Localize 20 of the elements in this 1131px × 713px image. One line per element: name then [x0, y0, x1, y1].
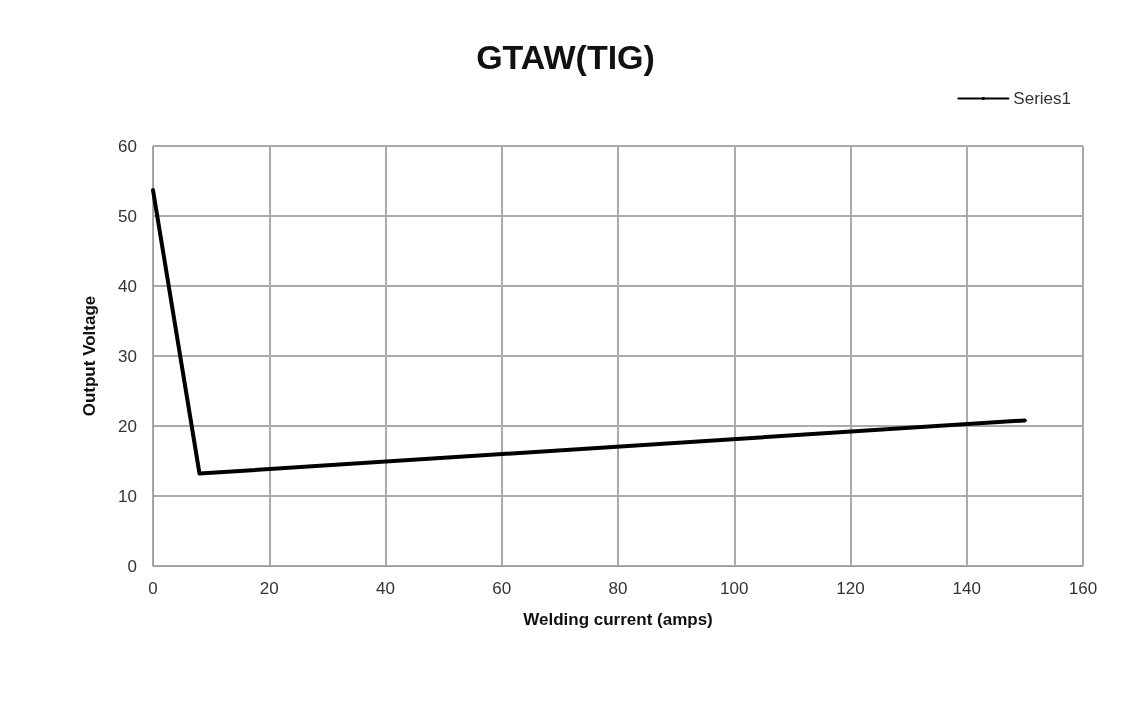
x-tick-label: 20 [259, 579, 279, 598]
x-tick-label: 100 [720, 579, 749, 598]
y-tick-label: 40 [118, 276, 137, 296]
x-tick-label: 160 [1068, 579, 1098, 598]
x-axis-title: Welding current (amps) [523, 610, 713, 629]
legend-label: Series1 [1013, 89, 1071, 108]
chart-title: GTAW(TIG) [476, 38, 655, 76]
x-tick-label: 60 [492, 579, 512, 598]
y-axis-title: Output Voltage [80, 295, 99, 417]
x-tick-label: 140 [952, 579, 981, 598]
y-tick-label: 30 [118, 346, 137, 366]
x-tick-label: 40 [376, 579, 395, 598]
x-tick-label: 120 [836, 579, 865, 598]
x-tick-label: 80 [608, 579, 628, 598]
y-tick-label: 10 [118, 486, 137, 506]
y-tick-label: 0 [127, 556, 137, 576]
y-tick-label: 60 [118, 136, 137, 156]
x-tick-label: 0 [148, 579, 158, 598]
y-tick-label: 50 [118, 206, 137, 226]
y-tick-label: 20 [118, 416, 137, 436]
